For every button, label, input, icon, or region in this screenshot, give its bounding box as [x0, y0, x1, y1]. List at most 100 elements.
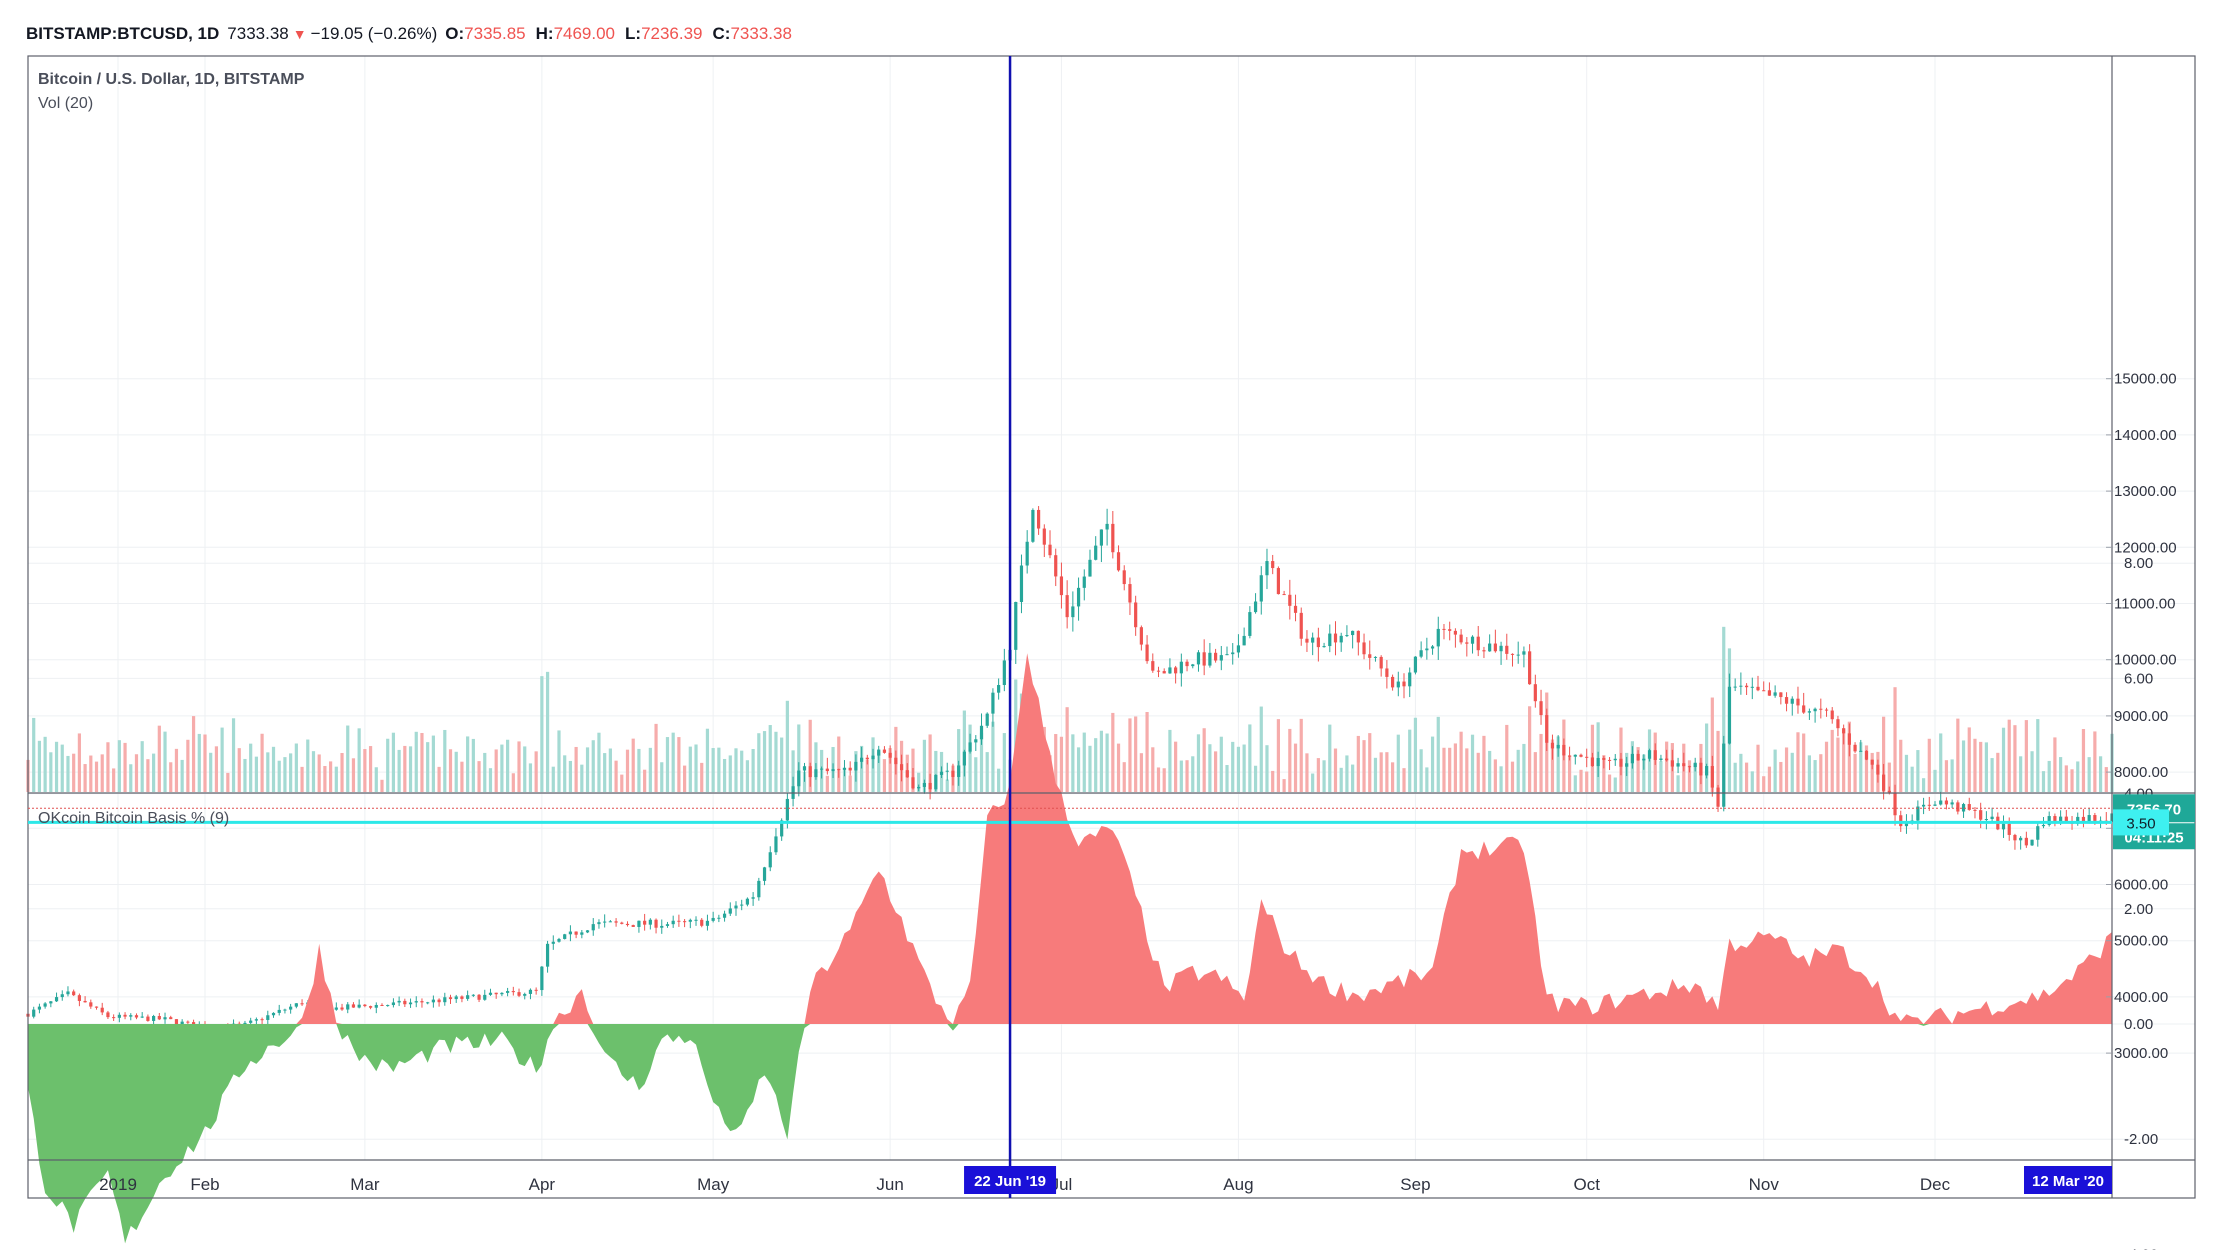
volume-bar — [574, 746, 578, 792]
candle-body — [1665, 758, 1669, 761]
candle-body — [1762, 690, 1766, 692]
candle-body — [2064, 816, 2068, 822]
volume-bar — [1316, 758, 1320, 792]
candle-body — [1351, 630, 1355, 636]
candle-body — [1316, 637, 1320, 648]
candle-body — [100, 1007, 104, 1013]
overlay-lines — [28, 56, 2112, 1198]
candle-body — [1796, 698, 1800, 706]
volume-bar — [1556, 736, 1560, 792]
candle-body — [1208, 652, 1212, 666]
volume-bar — [997, 768, 1001, 792]
candle-body — [494, 992, 498, 995]
candle-body — [831, 769, 835, 772]
candle-body — [1670, 760, 1674, 767]
volume-bar — [2087, 757, 2091, 792]
candle-body — [186, 1021, 190, 1023]
candle-body — [1813, 708, 1817, 712]
candle-body — [2076, 816, 2080, 824]
volume-bar — [1904, 754, 1909, 792]
candle-body — [665, 924, 670, 926]
volume-bar — [1790, 752, 1794, 792]
candle-body — [1373, 656, 1378, 658]
candle-body — [580, 932, 584, 935]
candle-body — [1242, 635, 1246, 646]
volume-bar — [209, 752, 213, 792]
volume-bar — [100, 754, 104, 792]
volume-bar — [1613, 777, 1617, 792]
candle-body — [1693, 762, 1697, 768]
candle-body — [1493, 643, 1497, 652]
volume-bar — [1071, 734, 1075, 792]
candle-body — [762, 867, 767, 881]
volume-bar — [1842, 729, 1846, 792]
end-date-badge — [2024, 1166, 2112, 1194]
candle-body — [117, 1014, 121, 1018]
candle-body — [1448, 629, 1452, 631]
candle-body — [517, 992, 521, 996]
candle-body — [460, 996, 464, 999]
volume-bar — [1213, 751, 1218, 792]
volume-bar — [408, 746, 413, 792]
candle-body — [728, 908, 732, 914]
volume-bar — [1191, 756, 1195, 792]
volume-bar — [1722, 626, 1726, 792]
volume-bar — [1796, 732, 1800, 792]
volume-bar — [728, 755, 732, 792]
candle-body — [848, 767, 852, 771]
candle-body — [1784, 697, 1789, 704]
candle-body — [77, 995, 81, 1001]
candle-body — [1870, 759, 1874, 765]
volume-bar — [671, 732, 675, 792]
candle-body — [802, 766, 807, 771]
candle-body — [905, 770, 909, 778]
candle-body — [614, 921, 618, 923]
candle-body — [1961, 804, 1966, 812]
candle-body — [1219, 655, 1223, 661]
volume-bar — [791, 750, 795, 792]
candle-body — [1179, 661, 1183, 674]
volume-bar — [568, 760, 573, 792]
volume-bar — [1185, 760, 1189, 792]
candle-body — [865, 757, 869, 760]
candle-body — [820, 768, 824, 770]
candle-body — [1065, 595, 1069, 618]
volume-bar — [1014, 679, 1018, 792]
volume-bar — [294, 743, 298, 792]
volume-bar — [979, 732, 984, 792]
candle-body — [54, 997, 59, 1002]
candle-body — [1779, 692, 1783, 698]
volume-bar — [60, 744, 64, 792]
candle-body — [1927, 804, 1931, 806]
candle-body — [1082, 576, 1086, 588]
pane-frames — [27, 55, 2196, 1199]
volume-bars — [26, 626, 2114, 792]
basis-tick-label: 2.00 — [2124, 901, 2153, 918]
volume-bar — [66, 755, 70, 792]
volume-bar — [311, 751, 316, 792]
candle-body — [974, 739, 978, 743]
candle-body — [260, 1019, 264, 1021]
basis-level-badge-label: 3.50 — [2126, 815, 2155, 832]
candle-body — [677, 920, 681, 922]
volume-bar — [1402, 768, 1406, 792]
volume-bar — [420, 732, 424, 792]
volume-bar — [1231, 741, 1235, 792]
volume-bar — [2001, 727, 2006, 792]
candle-body — [1276, 568, 1280, 595]
volume-bar — [1134, 716, 1138, 792]
candle-body — [1356, 630, 1360, 643]
candle-body — [357, 1004, 361, 1008]
price-tick-label: 3000.00 — [2114, 1045, 2168, 1062]
candle-body — [1944, 800, 1949, 805]
volume-bar — [1573, 775, 1577, 792]
volume-bar — [1750, 771, 1754, 792]
volume-bar — [1870, 752, 1874, 792]
volume-bar — [768, 725, 772, 792]
candle-body — [1933, 804, 1937, 806]
volume-bar — [1602, 755, 1606, 792]
volume-bar — [968, 724, 972, 792]
candle-body — [2013, 834, 2017, 841]
volume-bar — [37, 740, 42, 792]
